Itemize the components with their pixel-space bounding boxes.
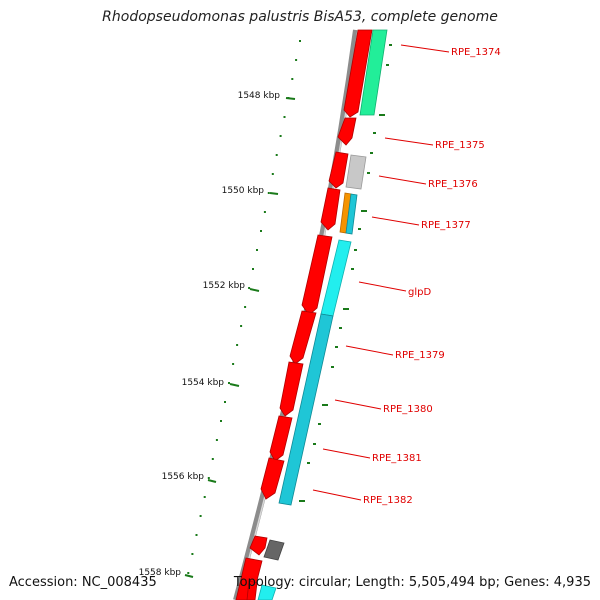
scale-dot — [224, 401, 226, 403]
scale-dot — [220, 420, 222, 422]
scale-dot — [215, 439, 218, 441]
scale-dot — [187, 572, 190, 574]
scale-dot — [236, 344, 239, 346]
scale-dot — [228, 382, 230, 384]
cds-arrow-rpe-1381[interactable] — [269, 415, 293, 462]
cds-arrow-rpe-1377[interactable] — [320, 187, 341, 231]
kbp-tick-1554: 1554 kbp — [182, 378, 240, 388]
kbp-label-1552: 1552 kbp — [203, 281, 246, 291]
kbp-label-1556: 1556 kbp — [162, 472, 205, 482]
gene-label-rpe-1377[interactable]: RPE_1377 — [421, 220, 471, 231]
gene-label-glpd[interactable]: glpD — [408, 287, 431, 298]
cds-arrow-rpe-1379[interactable] — [289, 310, 317, 365]
kbp-tick-1558: 1558 kbp — [139, 568, 194, 578]
gene-label-rpe-1382[interactable]: RPE_1382 — [363, 495, 413, 506]
category-block-dark-grey — [263, 539, 285, 561]
kbp-tick-1550: 1550 kbp — [222, 186, 279, 196]
topology-text: Topology: circular; Length: 5,505,494 bp… — [233, 575, 591, 590]
kbp-tick-1548: 1548 kbp — [238, 91, 296, 101]
gene-label-rpe-1380[interactable]: RPE_1380 — [383, 404, 433, 415]
scale-dot — [240, 325, 243, 327]
kbp-label-1550: 1550 kbp — [222, 186, 265, 196]
cds-arrow-rpe-1380[interactable] — [279, 361, 304, 417]
cds-arrow-glpd[interactable] — [301, 234, 333, 316]
scale-dot — [283, 116, 286, 118]
cds-arrow-next-2[interactable] — [235, 557, 263, 600]
category-track — [257, 29, 388, 600]
kbp-label-1554: 1554 kbp — [182, 378, 225, 388]
category-block-teal-small — [345, 193, 358, 235]
scale-dot — [299, 40, 301, 42]
outer-feature-ticks — [299, 44, 392, 502]
category-block-spring-green — [359, 29, 388, 116]
scale-dot — [291, 78, 294, 80]
scale-dot — [199, 515, 202, 517]
gene-leader-lines — [312, 44, 450, 501]
scale-dot — [211, 458, 214, 460]
scale-dot — [271, 173, 274, 175]
gene-label-rpe-1375[interactable]: RPE_1375 — [435, 140, 485, 151]
scale-dot — [279, 135, 282, 137]
cds-arrow-rpe-1375[interactable] — [337, 117, 357, 146]
scale-dot — [295, 59, 298, 61]
scale-dot — [267, 192, 270, 194]
scale-dot — [244, 306, 247, 308]
category-block-teal — [278, 313, 334, 506]
gene-label-rpe-1376[interactable]: RPE_1376 — [428, 179, 478, 190]
scale-dot — [232, 363, 235, 365]
kbp-tick-1552: 1552 kbp — [203, 281, 260, 292]
scale-dot — [191, 553, 194, 555]
gene-label-rpe-1379[interactable]: RPE_1379 — [395, 350, 445, 361]
gene-label-rpe-1374[interactable]: RPE_1374 — [451, 47, 501, 58]
scale-dot — [207, 477, 210, 479]
cds-arrow-rpe-1382[interactable] — [260, 457, 285, 500]
genome-backbone — [233, 29, 359, 600]
scale-dot — [252, 268, 254, 270]
category-block-grey — [345, 154, 367, 190]
category-block-cyan-bottom — [257, 584, 277, 600]
cds-arrow-next-1[interactable] — [249, 535, 268, 556]
map-title: Rhodopseudomonas palustris BisA53, compl… — [102, 9, 498, 25]
accession-text: Accession: NC_008435 — [9, 575, 157, 590]
scale-dot — [260, 230, 262, 232]
gene-label-rpe-1381[interactable]: RPE_1381 — [372, 453, 422, 464]
kbp-label-1548: 1548 kbp — [238, 91, 281, 101]
scale-dot — [275, 154, 278, 156]
kbp-tick-1556: 1556 kbp — [162, 472, 217, 483]
scale-dot — [195, 534, 198, 536]
cds-arrow-rpe-1376[interactable] — [328, 151, 349, 189]
cds-arrow-next-3[interactable] — [246, 580, 258, 600]
cds-arrow-rpe-1374[interactable] — [343, 29, 373, 118]
scale-dot — [203, 496, 206, 498]
scale-dot — [256, 249, 258, 251]
scale-tick-dots — [187, 40, 301, 574]
scale-dot — [248, 287, 251, 289]
scale-dot — [263, 211, 266, 213]
cds-track — [235, 29, 373, 600]
kbp-label-1558: 1558 kbp — [139, 568, 182, 578]
